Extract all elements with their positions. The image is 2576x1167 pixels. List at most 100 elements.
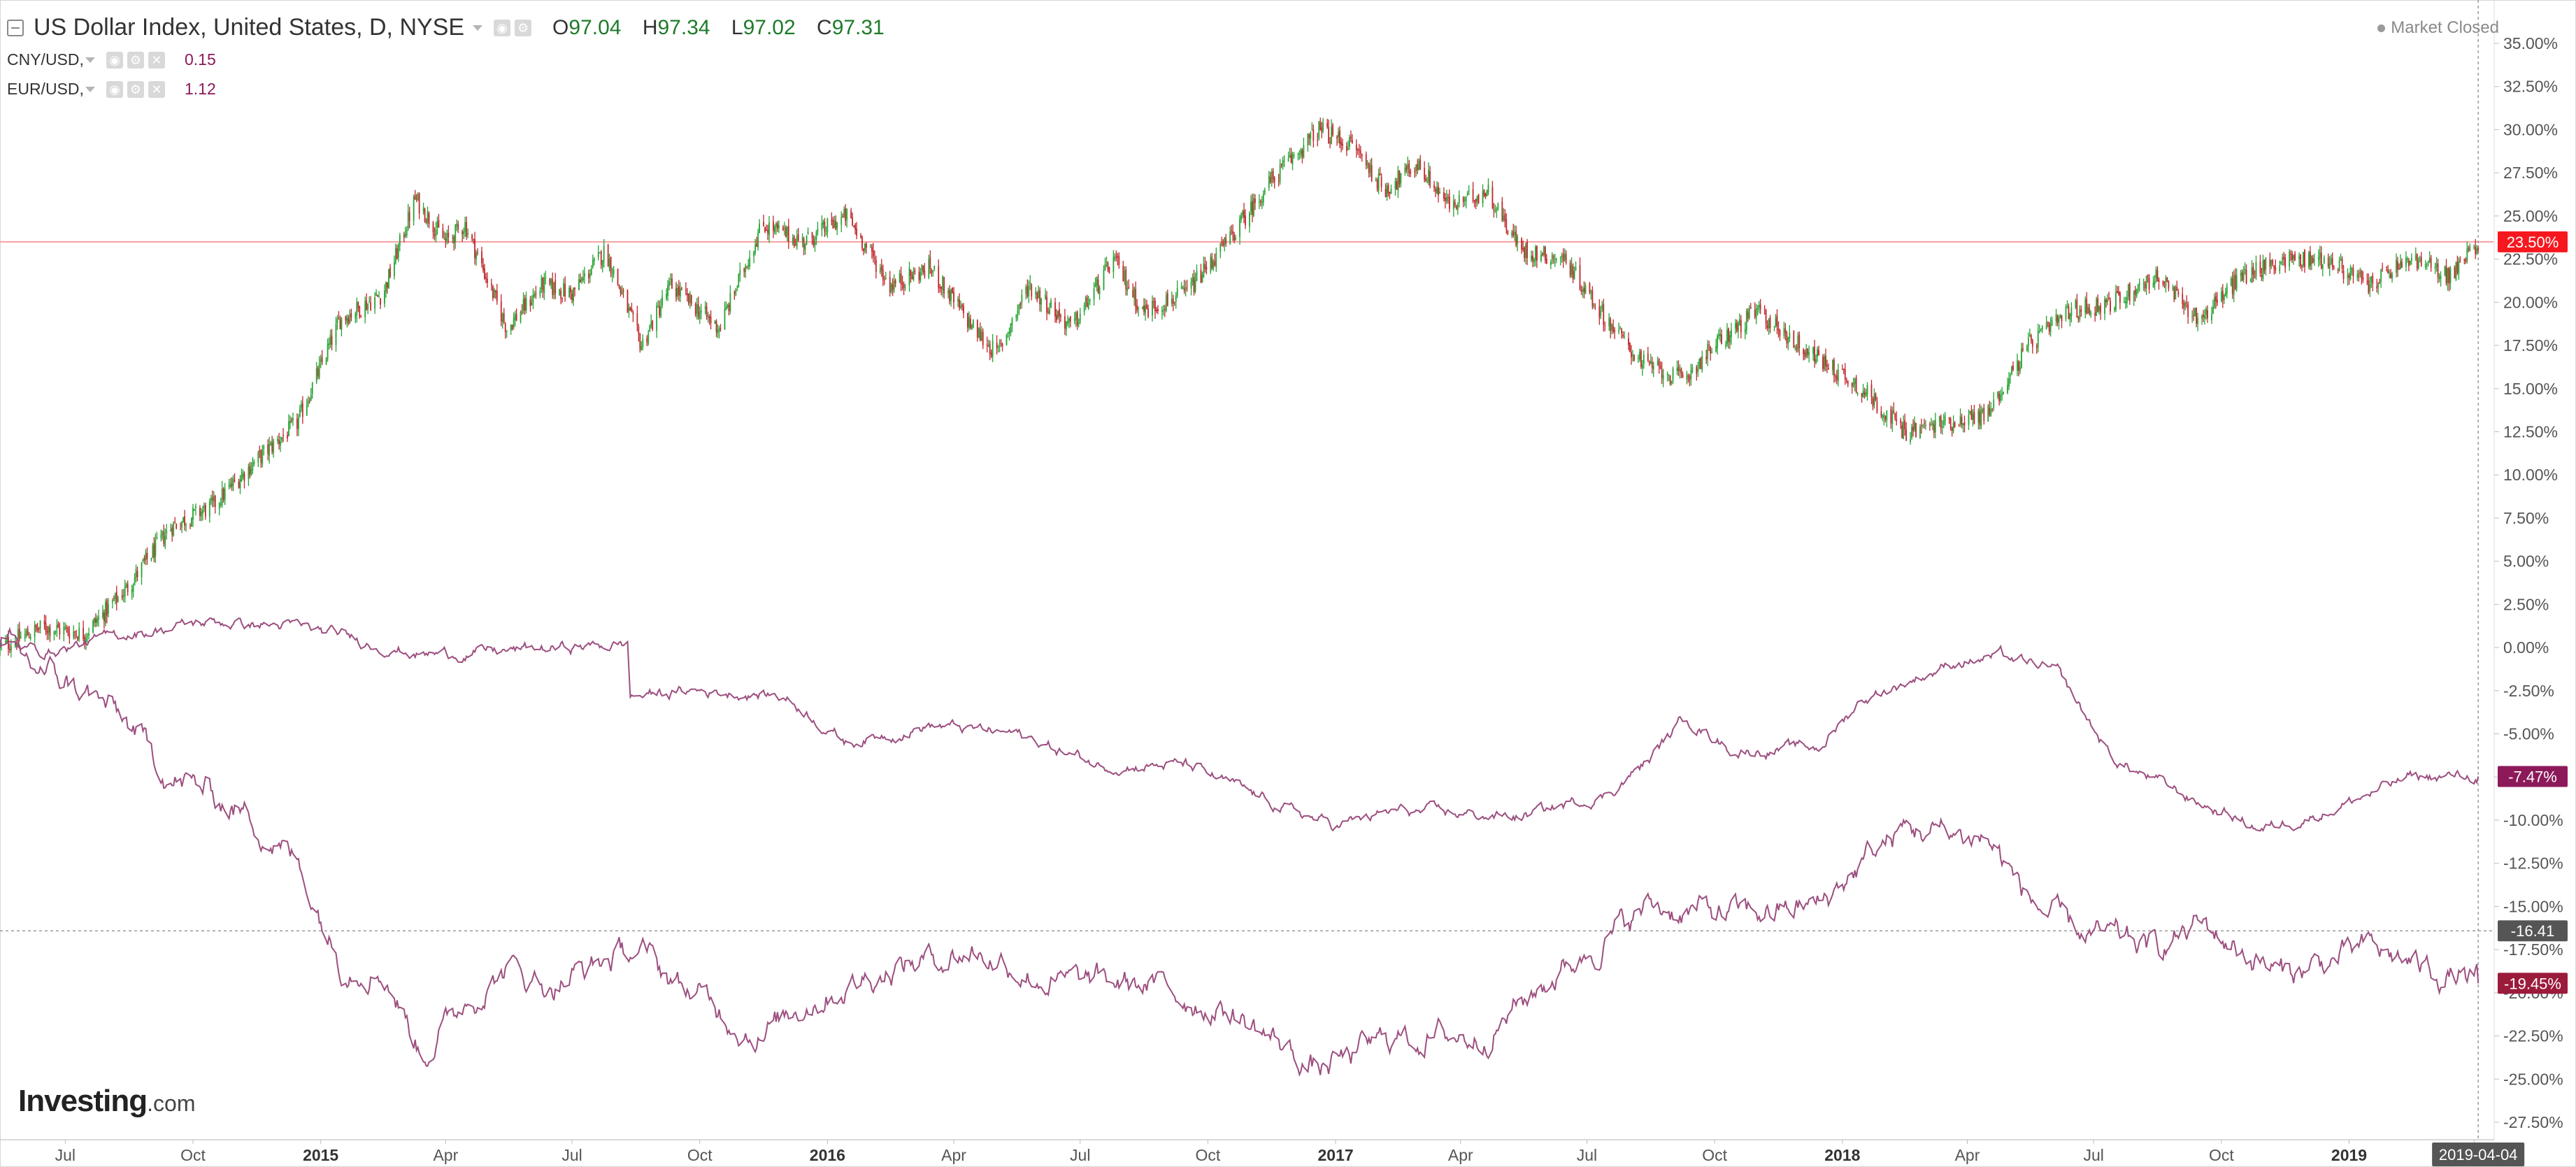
candle [1561, 252, 1563, 263]
candle-body [2311, 256, 2312, 264]
candle-body [735, 289, 737, 296]
candle-body [1300, 149, 1302, 155]
candle [1235, 234, 1237, 241]
candle [1086, 294, 1088, 308]
candle-body [2193, 315, 2195, 316]
candle [1085, 295, 1087, 310]
candle [1079, 308, 1081, 324]
candle-body [2430, 257, 2432, 268]
candle [603, 238, 605, 268]
candle-body [1954, 422, 1956, 427]
candle [842, 213, 844, 218]
candle [2148, 274, 2150, 294]
candle [542, 277, 544, 299]
candle [406, 226, 408, 238]
candle [953, 287, 954, 310]
candle-body [484, 268, 485, 279]
candle [2323, 255, 2325, 264]
candle-body [1192, 278, 1194, 282]
candle-body [2420, 257, 2422, 266]
candle-body [414, 195, 416, 200]
close-icon[interactable]: ✕ [148, 51, 165, 69]
settings-icon[interactable]: ⚙ [127, 80, 144, 98]
candle [1517, 234, 1519, 252]
candle-body [1026, 286, 1029, 296]
candle [1844, 363, 1846, 385]
dropdown-caret-icon[interactable] [85, 86, 95, 92]
candle [1958, 424, 1960, 427]
candle [484, 264, 485, 280]
candle [250, 461, 252, 476]
candle [1361, 153, 1363, 162]
candle [979, 322, 981, 342]
candle [1435, 186, 1436, 198]
eye-icon[interactable]: ◉ [106, 51, 123, 69]
candle [136, 566, 138, 582]
candle-body [1210, 256, 1212, 272]
candle-body [1837, 369, 1839, 382]
candle [2333, 265, 2335, 271]
dropdown-caret-icon[interactable] [473, 24, 483, 31]
candle [1342, 138, 1343, 150]
candle [282, 428, 284, 443]
candle [2449, 266, 2452, 290]
candle-body [368, 301, 371, 303]
settings-icon[interactable]: ⚙ [515, 19, 532, 36]
eye-icon[interactable]: ◉ [106, 80, 123, 98]
candle [1707, 340, 1709, 366]
candle [2328, 256, 2331, 276]
candle [554, 273, 557, 299]
candle-body [1922, 424, 1924, 426]
candle [174, 517, 176, 524]
candle [134, 573, 136, 586]
dropdown-caret-icon[interactable] [85, 57, 95, 63]
candle-body [2337, 270, 2339, 271]
candle-body [2104, 299, 2105, 314]
candle [638, 324, 640, 342]
candle-body [622, 289, 624, 292]
candle [173, 521, 175, 537]
collapse-icon[interactable] [7, 19, 24, 36]
candle-body [2273, 266, 2275, 269]
candle-body [2233, 275, 2235, 295]
candle-body [2382, 268, 2384, 269]
candle [142, 558, 144, 563]
candle-body [338, 317, 340, 320]
candle [1930, 417, 1932, 427]
candle [1876, 396, 1878, 414]
candle-body [1214, 261, 1216, 266]
candle-body [1157, 308, 1159, 312]
candle [2041, 324, 2043, 334]
candle [1245, 209, 1246, 229]
candle [203, 502, 205, 513]
ohlc-low-key: L [731, 15, 743, 39]
candle [1347, 140, 1349, 151]
candle [1171, 291, 1173, 307]
candle [1833, 357, 1835, 383]
candle-body [1561, 255, 1563, 257]
ohlc-high-key: H [642, 15, 658, 39]
candle [475, 250, 477, 266]
candle [1875, 392, 1877, 402]
close-icon[interactable]: ✕ [148, 80, 165, 98]
candle-body [1883, 414, 1885, 418]
candle [1522, 241, 1524, 252]
candle [281, 436, 282, 443]
candle [2265, 257, 2267, 275]
candle-body [1273, 178, 1275, 182]
candle-body [95, 618, 96, 623]
eye-icon[interactable]: ◉ [494, 19, 511, 36]
candle-body [1311, 129, 1313, 131]
candle-body [1045, 294, 1046, 299]
candle [1484, 192, 1487, 199]
candle [1001, 343, 1003, 352]
candle-body [2059, 315, 2061, 318]
candle-body [166, 530, 168, 534]
candle [1787, 336, 1789, 350]
y-tick-label: 20.00% [2503, 293, 2558, 311]
candle-body [306, 404, 308, 416]
candle [1544, 245, 1546, 264]
settings-icon[interactable]: ⚙ [127, 51, 144, 69]
candle-body [514, 315, 516, 320]
